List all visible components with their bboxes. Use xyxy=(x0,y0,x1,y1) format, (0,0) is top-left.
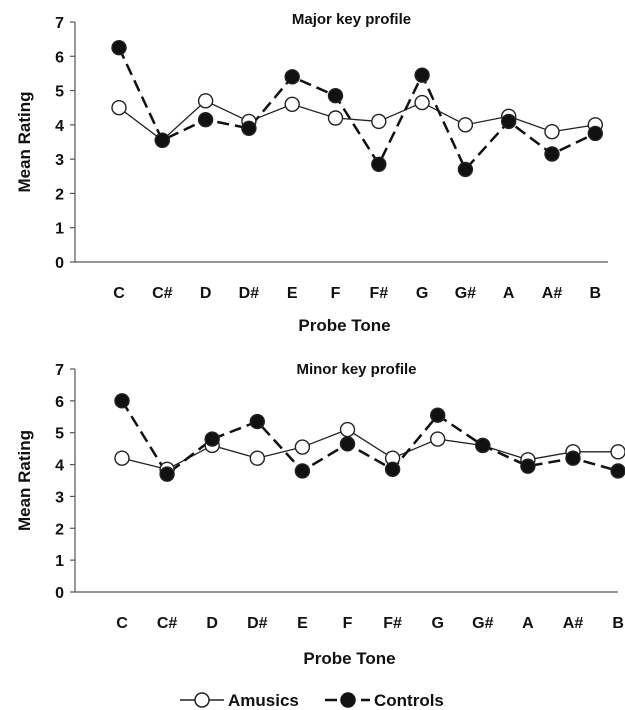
major-amusics-point xyxy=(544,124,560,140)
major-key-chart: 0 1 2 3 4 5 6 7 C C# D D# E F F# G G# A A# B Major key profi… xyxy=(15,11,608,335)
major-x-tick-label: G# xyxy=(455,285,476,302)
major-controls-point xyxy=(457,161,474,178)
legend-controls-label: Controls xyxy=(374,691,444,710)
minor-x-tick-label: A# xyxy=(563,615,584,632)
legend-controls-marker xyxy=(340,692,356,708)
minor-controls-point xyxy=(249,413,265,430)
major-x-tick-label: D xyxy=(200,285,212,302)
major-y-tick-label: 3 xyxy=(55,152,64,169)
minor-controls-point xyxy=(430,407,446,423)
major-controls-point xyxy=(414,67,430,83)
major-controls-line xyxy=(117,47,596,172)
minor-x-tick-label: C xyxy=(116,615,128,632)
major-amusics-point xyxy=(327,110,344,126)
minor-y-tick-label: 3 xyxy=(55,489,64,506)
minor-x-tick-label: G# xyxy=(472,615,493,632)
major-y-tick-label: 1 xyxy=(55,221,64,238)
minor-controls-point xyxy=(294,463,311,479)
minor-y-tick-label: 6 xyxy=(55,394,64,411)
minor-controls-line xyxy=(120,400,619,476)
minor-x-axis-label: Probe Tone xyxy=(303,649,395,668)
major-controls-point xyxy=(111,40,127,56)
major-y-tick-label: 0 xyxy=(55,255,64,272)
major-y-tick-label: 5 xyxy=(55,84,64,101)
minor-x-tick-label: D# xyxy=(247,615,268,632)
major-controls-point xyxy=(241,120,257,136)
major-chart-title: Major key profile xyxy=(292,11,411,28)
minor-amusics-line xyxy=(121,428,619,471)
minor-amusics-point xyxy=(114,450,130,466)
minor-y-axis-label: Mean Rating xyxy=(15,430,34,531)
minor-y-tick-label: 5 xyxy=(55,426,64,443)
minor-controls-point xyxy=(520,458,536,474)
legend: Amusics Controls xyxy=(180,691,444,710)
minor-amusics-point xyxy=(294,439,311,455)
major-controls-point xyxy=(284,69,300,85)
minor-y-tick-label: 0 xyxy=(55,585,64,602)
major-x-tick-label: A# xyxy=(542,285,563,302)
major-controls-point xyxy=(197,112,214,128)
major-y-tick-label: 6 xyxy=(55,49,64,66)
major-x-tick-label: A xyxy=(503,285,515,302)
major-amusics-point xyxy=(284,96,300,112)
major-y-axis-label: Mean Rating xyxy=(15,91,34,192)
minor-amusics-point xyxy=(249,450,265,466)
major-amusics-point xyxy=(414,94,430,111)
minor-amusics-point xyxy=(430,431,446,447)
minor-x-tick-label: B xyxy=(612,615,624,632)
minor-y-tick-label: 4 xyxy=(55,458,64,475)
major-controls-point xyxy=(544,146,560,162)
minor-controls-point xyxy=(384,461,401,478)
major-x-axis-label: Probe Tone xyxy=(298,316,390,335)
minor-x-tick-label: G xyxy=(431,615,443,632)
major-x-tick-label: B xyxy=(590,285,602,302)
minor-controls-point xyxy=(114,393,130,409)
major-amusics-point xyxy=(371,113,387,130)
major-amusics-point xyxy=(111,100,127,116)
major-x-tick-label: F xyxy=(331,285,341,302)
minor-x-tick-label: F xyxy=(343,615,353,632)
major-y-tick-label: 2 xyxy=(55,186,64,203)
minor-amusics-point xyxy=(339,421,356,438)
minor-controls-point xyxy=(610,463,625,479)
major-amusics-point xyxy=(457,117,474,133)
minor-key-chart: 0 1 2 3 4 5 6 7 C C# D D# E F F# G G# A A# B Minor key profi… xyxy=(15,361,625,668)
minor-x-tick-label: D xyxy=(206,615,218,632)
major-controls-point xyxy=(154,132,171,148)
major-controls-point xyxy=(327,88,344,104)
legend-amusics-marker xyxy=(194,692,210,708)
minor-x-tick-label: C# xyxy=(157,615,178,632)
minor-controls-point xyxy=(204,431,220,447)
major-x-tick-label: E xyxy=(287,285,298,302)
legend-amusics-label: Amusics xyxy=(228,691,299,710)
minor-x-tick-label: F# xyxy=(383,615,402,632)
major-x-tick-label: D# xyxy=(239,285,260,302)
minor-controls-point xyxy=(339,436,356,452)
major-y-tick-label: 4 xyxy=(55,118,64,135)
major-x-tick-label: G xyxy=(416,285,428,302)
minor-y-tick-label: 2 xyxy=(55,521,64,538)
major-x-tick-label: C# xyxy=(152,285,173,302)
major-controls-point xyxy=(587,125,603,142)
major-controls-point xyxy=(371,156,387,172)
major-x-tick-label: F# xyxy=(369,285,388,302)
minor-x-tick-label: E xyxy=(297,615,308,632)
minor-controls-point xyxy=(475,437,491,454)
major-amusics-point xyxy=(197,93,214,109)
minor-chart-title: Minor key profile xyxy=(296,361,416,378)
minor-x-tick-label: A xyxy=(522,615,534,632)
minor-y-tick-label: 7 xyxy=(55,362,64,379)
major-x-tick-label: C xyxy=(113,285,125,302)
major-y-tick-label: 7 xyxy=(55,15,64,32)
minor-controls-point xyxy=(565,450,581,466)
minor-y-tick-label: 1 xyxy=(55,553,64,570)
minor-amusics-point xyxy=(610,444,625,460)
major-controls-point xyxy=(501,113,517,130)
minor-controls-point xyxy=(159,466,175,482)
